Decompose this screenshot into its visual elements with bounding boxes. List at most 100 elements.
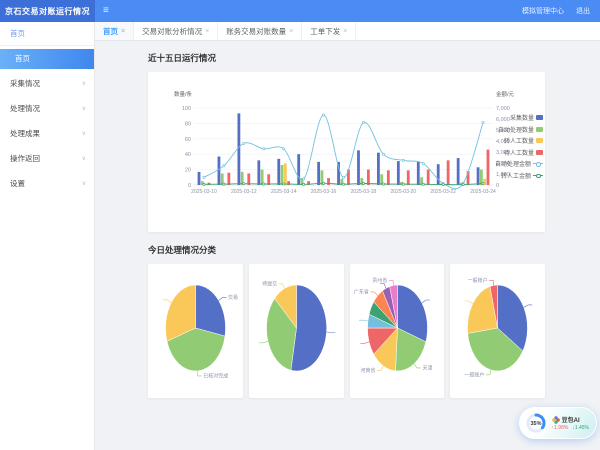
pie-label-leader xyxy=(421,299,430,304)
legend-label: 转人工数量 xyxy=(503,139,534,146)
pie-slice[interactable] xyxy=(165,284,196,342)
assistant-stats: ↑1.98% ↓1.45% xyxy=(552,425,589,431)
chart-legend: 采集数量自动处理数量 转人工数量 待人工数量自动处理金额 转人工金额 xyxy=(489,112,543,181)
pie-row: 交易 已核对完成 待提交 天津 河南省 广东省 贵州省 一般账户 一般账户 xyxy=(148,264,545,398)
x-axis-tick: 2025-03-12 xyxy=(231,189,257,195)
bar-series-2 xyxy=(283,163,487,185)
tab-analysis[interactable]: 交易对账分析情况 × xyxy=(134,22,219,40)
tab-close-icon[interactable]: × xyxy=(205,27,210,35)
y-axis-tick-left: 80 xyxy=(185,121,191,127)
pie-slice[interactable] xyxy=(396,284,428,343)
legend-item[interactable]: 转人工金额 xyxy=(489,170,543,182)
tab-workorder[interactable]: 工单下发 × xyxy=(302,22,357,40)
y-axis-tick-right: 2,000 xyxy=(496,161,510,167)
pie-slice[interactable] xyxy=(166,327,226,372)
legend-label: 采集数量 xyxy=(509,116,534,123)
sidebar-item-label: 处理情况 xyxy=(10,104,40,113)
sidebar-item-collection[interactable]: 采集情况 ∨ xyxy=(0,71,94,96)
line-series-1 xyxy=(202,181,485,187)
pie-card-1: 交易已核对完成 xyxy=(148,264,243,398)
pie-label-leader xyxy=(523,304,533,308)
tab-close-icon[interactable]: × xyxy=(121,27,126,35)
pie-label: 一般账户 xyxy=(465,372,485,379)
bar-series-3 xyxy=(207,149,490,185)
y-axis-name-left: 数量/条 xyxy=(174,90,193,98)
pie-label: 待提交 xyxy=(262,281,277,288)
ai-flower-icon xyxy=(551,415,560,424)
legend-swatch xyxy=(536,115,543,121)
y-axis-tick-right: 0 xyxy=(496,183,499,189)
pie-slice[interactable] xyxy=(195,284,226,337)
assistant-info: 豆包AI ↑1.98% ↓1.45% xyxy=(552,415,589,431)
y-axis-tick-left: 0 xyxy=(188,183,191,189)
topbar: 京石交易对账运行情况 ≡ 模拟管理中心 退出 xyxy=(0,0,600,22)
ai-assistant-widget[interactable]: 35% 豆包AI ↑1.98% ↓1.45% xyxy=(518,407,597,439)
chevron-down-icon: ∨ xyxy=(81,106,86,112)
tab-account-count[interactable]: 账务交易对账数量 × xyxy=(218,22,303,40)
x-axis-tick: 2025-03-14 xyxy=(271,189,297,195)
legend-item[interactable]: 转人工数量 xyxy=(489,135,543,147)
section-title-today-class: 今日处理情况分类 xyxy=(148,245,217,255)
sidebar-item-settings[interactable]: 设置 ∨ xyxy=(0,171,94,196)
pie-slice[interactable] xyxy=(274,284,297,329)
line-series-0 xyxy=(202,113,485,190)
sidebar-home-link[interactable]: 首页 xyxy=(0,22,94,46)
tab-label: 账务交易对账数量 xyxy=(226,26,287,36)
pie-label-leader xyxy=(464,300,474,305)
legend-label: 自动处理数量 xyxy=(497,127,534,134)
run-status-chart-card: 0 20 40 60 80 100 0 1,000 2,000 3,000 4,000 5,000 6,… xyxy=(148,72,545,232)
chevron-down-icon: ∨ xyxy=(81,156,86,162)
y-axis-name-right: 金额/元 xyxy=(496,90,515,98)
logout-link[interactable]: 退出 xyxy=(576,8,590,15)
sidebar-item-processing[interactable]: 处理情况 ∨ xyxy=(0,96,94,121)
pie-slice[interactable] xyxy=(489,284,498,329)
legend-item[interactable]: 采集数量 xyxy=(489,112,543,124)
main-area: 首页 × 交易对账分析情况 × 账务交易对账数量 × 工单下发 × 近十五日运行… xyxy=(95,22,600,450)
pie-label: 贵州省 xyxy=(372,277,387,284)
y-axis-tick-right: 5,000 xyxy=(496,128,510,134)
progress-ring-arc xyxy=(526,413,546,433)
tab-home[interactable]: 首页 × xyxy=(95,22,135,40)
legend-item[interactable]: 待人工数量 xyxy=(489,147,543,159)
y-axis-tick-left: 100 xyxy=(182,106,191,112)
sidebar-item-results[interactable]: 处理成果 ∨ xyxy=(0,121,94,146)
x-axis-tick: 2025-03-10 xyxy=(191,189,217,195)
pie-slice[interactable] xyxy=(467,286,499,334)
pie-label-leader xyxy=(218,297,227,301)
legend-item[interactable]: 自动处理数量 xyxy=(489,124,543,136)
x-axis-tick: 2025-03-20 xyxy=(391,189,417,195)
pie-slice[interactable] xyxy=(467,327,524,372)
pie-label-leader xyxy=(278,283,285,289)
chevron-down-icon: ∨ xyxy=(81,181,86,187)
sidebar-item-home-active[interactable]: 首页 xyxy=(0,49,94,69)
tab-close-icon[interactable]: × xyxy=(343,27,348,35)
menu-toggle-icon[interactable]: ≡ xyxy=(103,5,109,16)
pie-label-leader xyxy=(413,363,421,369)
pie-label: 已核对完成 xyxy=(203,373,228,380)
legend-item[interactable]: 自动处理金额 xyxy=(489,158,543,170)
progress-ring: 35% xyxy=(526,413,546,433)
x-axis-tick: 2025-03-16 xyxy=(311,189,337,195)
tab-close-icon[interactable]: × xyxy=(289,27,294,35)
pie-label-leader xyxy=(489,280,495,286)
pie-label-leader xyxy=(163,299,172,303)
pie-label-leader xyxy=(326,331,336,333)
pie-slice[interactable] xyxy=(266,298,297,371)
x-axis-tick: 2025-03-22 xyxy=(430,189,456,195)
sidebar-item-returns[interactable]: 操作返回 ∨ xyxy=(0,146,94,171)
pie-card-2: 待提交 xyxy=(248,264,344,398)
progress-percent: 35% xyxy=(530,421,541,427)
legend-label: 转人工金额 xyxy=(500,173,531,180)
management-center-link[interactable]: 模拟管理中心 xyxy=(522,8,564,15)
pie-label-leader xyxy=(388,280,394,286)
sidebar-item-label: 采集情况 xyxy=(10,79,40,88)
y-axis-tick-right: 6,000 xyxy=(496,117,510,123)
sidebar-item-label: 处理成果 xyxy=(10,129,40,138)
chevron-down-icon: ∨ xyxy=(81,131,86,137)
legend-label: 自动处理金额 xyxy=(494,162,531,169)
sidebar: 首页 首页 采集情况 ∨ 处理情况 ∨ 处理成果 ∨ 操作返回 ∨ 设置 ∨ xyxy=(0,22,95,450)
legend-swatch xyxy=(536,126,543,132)
tab-label: 首页 xyxy=(103,26,118,36)
pie-slice[interactable] xyxy=(394,327,426,372)
pie-label: 交易 xyxy=(228,294,238,301)
